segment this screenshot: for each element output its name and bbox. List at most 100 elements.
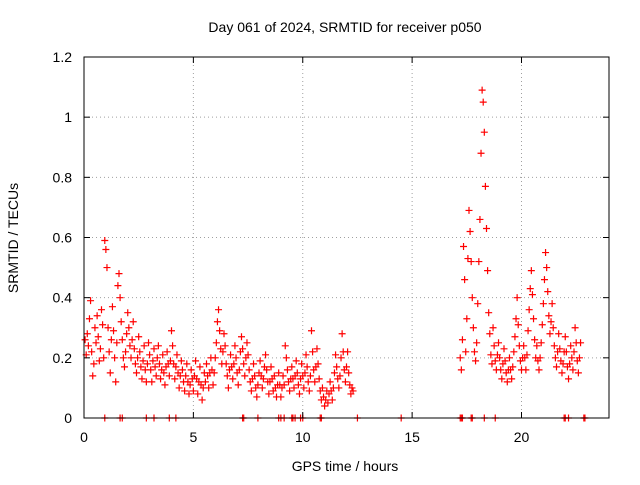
data-point bbox=[344, 348, 352, 356]
data-point bbox=[147, 366, 155, 374]
data-point bbox=[114, 282, 122, 290]
data-point bbox=[462, 348, 470, 356]
data-point bbox=[337, 354, 345, 362]
data-point bbox=[533, 342, 541, 350]
y-axis-label: SRMTID / TECUs bbox=[5, 183, 21, 293]
data-point bbox=[220, 330, 228, 338]
data-point bbox=[508, 375, 516, 383]
data-point bbox=[525, 306, 533, 314]
data-point bbox=[137, 363, 145, 371]
data-point bbox=[542, 249, 550, 257]
data-point bbox=[275, 369, 283, 377]
data-point bbox=[157, 375, 165, 383]
data-point bbox=[474, 300, 482, 308]
data-point bbox=[169, 342, 177, 350]
data-point bbox=[326, 378, 334, 386]
data-point bbox=[189, 387, 197, 395]
data-point bbox=[155, 360, 163, 368]
data-point bbox=[185, 390, 193, 398]
data-point bbox=[562, 348, 570, 356]
data-point bbox=[553, 363, 560, 371]
data-point bbox=[150, 345, 158, 353]
data-point bbox=[119, 354, 127, 362]
data-point bbox=[105, 348, 113, 356]
data-point bbox=[131, 360, 139, 368]
data-point bbox=[544, 288, 552, 296]
data-point bbox=[566, 360, 574, 368]
data-point bbox=[345, 369, 353, 377]
data-point bbox=[96, 345, 104, 353]
data-point bbox=[535, 366, 543, 374]
data-point bbox=[465, 206, 473, 214]
data-point bbox=[234, 381, 242, 389]
data-point bbox=[108, 303, 116, 311]
data-point bbox=[328, 396, 336, 404]
data-point bbox=[165, 372, 173, 380]
data-point bbox=[475, 258, 483, 266]
data-point bbox=[130, 345, 138, 353]
data-point bbox=[171, 375, 179, 383]
data-point bbox=[338, 330, 346, 338]
data-point bbox=[229, 375, 237, 383]
y-tick-label: 0.4 bbox=[53, 290, 73, 306]
data-point bbox=[104, 324, 112, 332]
data-point bbox=[143, 360, 151, 368]
data-point bbox=[133, 369, 140, 377]
data-point bbox=[548, 300, 556, 308]
data-point bbox=[460, 243, 468, 251]
data-point bbox=[305, 387, 313, 395]
data-point bbox=[332, 351, 340, 359]
data-point bbox=[126, 342, 134, 350]
x-tick-label: 10 bbox=[295, 429, 311, 445]
data-point bbox=[81, 336, 89, 344]
data-point bbox=[253, 393, 261, 401]
y-tick-label: 0.6 bbox=[53, 230, 73, 246]
data-point bbox=[543, 264, 551, 272]
data-point bbox=[251, 372, 259, 380]
data-point bbox=[464, 255, 472, 263]
data-point bbox=[112, 378, 120, 386]
data-point bbox=[321, 402, 329, 410]
data-point bbox=[178, 366, 186, 374]
data-point bbox=[537, 339, 545, 347]
data-point bbox=[136, 348, 144, 356]
data-point bbox=[213, 318, 221, 326]
data-point bbox=[173, 351, 181, 359]
data-point bbox=[457, 366, 465, 374]
data-point bbox=[520, 342, 528, 350]
data-point bbox=[153, 354, 161, 362]
data-point bbox=[546, 330, 554, 338]
data-point bbox=[247, 387, 255, 395]
data-point bbox=[212, 339, 220, 347]
data-point bbox=[497, 366, 505, 374]
data-point bbox=[122, 348, 130, 356]
data-point bbox=[250, 360, 258, 368]
data-point bbox=[151, 363, 159, 371]
data-point bbox=[561, 333, 569, 341]
data-point bbox=[484, 267, 492, 275]
data-point bbox=[313, 345, 321, 353]
data-point bbox=[318, 384, 326, 392]
data-point bbox=[343, 363, 350, 371]
data-point bbox=[172, 363, 180, 371]
data-point bbox=[547, 318, 555, 326]
data-point bbox=[536, 354, 544, 362]
data-point bbox=[205, 384, 213, 392]
data-point bbox=[488, 360, 496, 368]
data-point bbox=[286, 387, 294, 395]
data-point bbox=[89, 372, 97, 380]
data-point bbox=[556, 345, 564, 353]
data-point bbox=[527, 267, 535, 275]
data-point bbox=[349, 387, 357, 395]
data-point bbox=[181, 387, 189, 395]
data-point bbox=[501, 357, 509, 365]
data-point bbox=[495, 339, 503, 347]
chart-title: Day 061 of 2024, SRMTID for receiver p05… bbox=[208, 19, 481, 35]
data-point bbox=[116, 294, 124, 302]
data-point bbox=[489, 324, 497, 332]
data-point bbox=[88, 348, 96, 356]
data-point bbox=[138, 375, 146, 383]
data-point bbox=[198, 396, 206, 404]
data-point bbox=[526, 285, 534, 293]
